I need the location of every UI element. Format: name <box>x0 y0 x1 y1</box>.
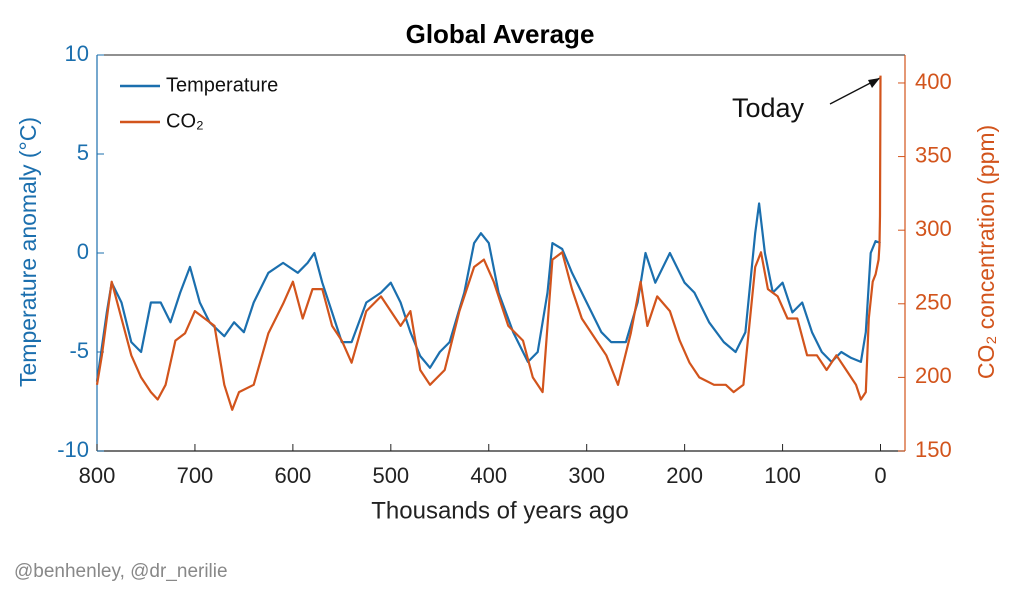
chart-title: Global Average <box>406 19 595 49</box>
y-tick-label: -5 <box>69 338 89 363</box>
y-tick-label: 5 <box>77 140 89 165</box>
x-tick-label: 0 <box>874 463 886 488</box>
x-tick-label: 500 <box>372 463 409 488</box>
x-tick-label: 800 <box>79 463 116 488</box>
y2-axis-label: CO₂ concentration (ppm) <box>973 125 999 379</box>
series-line <box>95 202 881 382</box>
x-tick-label: 300 <box>568 463 605 488</box>
annotation-arrowhead <box>868 78 880 88</box>
y2-tick-label: 250 <box>915 290 952 315</box>
x-tick-label: 600 <box>275 463 312 488</box>
y2-tick-label: 200 <box>915 363 952 388</box>
series-line <box>95 75 882 411</box>
legend-label: Temperature <box>166 74 278 96</box>
x-tick-label: 100 <box>764 463 801 488</box>
x-axis-label: Thousands of years ago <box>371 497 629 524</box>
source: @benhenley, @dr_nerilie <box>14 561 228 582</box>
x-tick-label: 400 <box>470 463 507 488</box>
y2-tick-label: 350 <box>915 142 952 167</box>
y-tick-label: 0 <box>77 239 89 264</box>
annotation: Today <box>732 93 805 123</box>
y2-tick-label: 150 <box>915 437 952 462</box>
y2-tick-label: 300 <box>915 216 952 241</box>
y-tick-label: -10 <box>57 437 89 462</box>
x-tick-label: 200 <box>666 463 703 488</box>
y-tick-label: 10 <box>65 41 89 66</box>
y2-tick-label: 400 <box>915 69 952 94</box>
y-axis-label: Temperature anomaly (°C) <box>15 117 41 387</box>
legend-label: CO₂ <box>166 110 204 132</box>
x-tick-label: 700 <box>177 463 214 488</box>
